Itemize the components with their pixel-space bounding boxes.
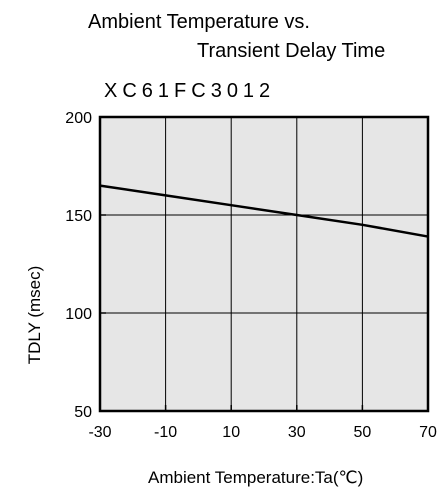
- x-tick-label: 10: [222, 424, 240, 441]
- chart-title-line2: Transient Delay Time: [197, 40, 385, 62]
- x-axis-ticks: -30 -10 10 30 50 70: [88, 405, 437, 441]
- x-tick-label: 70: [419, 424, 437, 441]
- series-lines: [99, 184, 429, 238]
- x-axis-label: Ambient Temperature:Ta(℃): [148, 468, 363, 487]
- x-tick-label: -30: [88, 424, 111, 441]
- x-tick-label: -10: [154, 424, 177, 441]
- y-tick-label: 200: [65, 110, 92, 127]
- x-tick-label: 30: [288, 424, 306, 441]
- grid-lines: [100, 117, 428, 411]
- y-axis-label: TDLY (msec): [25, 266, 44, 365]
- y-axis-ticks: 50 100 150 200: [65, 110, 106, 421]
- y-tick-label: 50: [74, 404, 92, 421]
- chart-title-line1: Ambient Temperature vs.: [88, 11, 310, 33]
- y-tick-label: 100: [65, 306, 92, 323]
- chart-model-label: XC61FC3012: [104, 80, 275, 102]
- plot-area: [100, 117, 428, 411]
- x-tick-label: 50: [354, 424, 372, 441]
- plot-border: [98, 115, 430, 413]
- series-line: [99, 184, 429, 238]
- y-tick-label: 150: [65, 208, 92, 225]
